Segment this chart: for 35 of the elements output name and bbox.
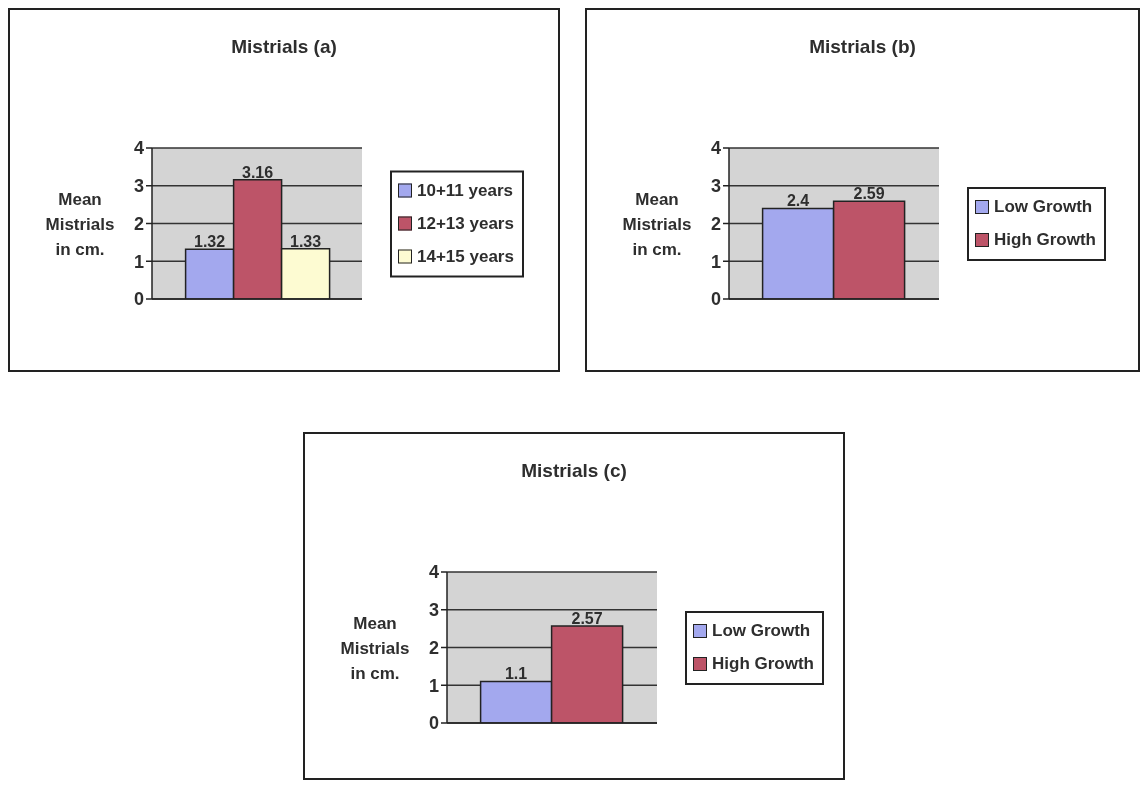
data-label: 2.4 — [786, 192, 810, 210]
data-label: 2.59 — [853, 185, 885, 203]
legend-label: 14+15 years — [417, 246, 514, 267]
y-tick-label: 2 — [133, 213, 144, 234]
y-tick-label: 0 — [428, 713, 439, 734]
chart-title: Mistrials (b) — [808, 36, 917, 58]
y-tick-label: 3 — [428, 600, 439, 621]
y-tick-label: 4 — [428, 562, 439, 583]
legend-label: 10+11 years — [417, 180, 513, 201]
data-label: 3.16 — [242, 163, 274, 181]
data-label: 1.32 — [194, 233, 226, 251]
y-axis-title: Mean Mistrials in cm. — [44, 188, 116, 260]
y-tick-label: 4 — [710, 138, 721, 159]
y-axis-title: Mean Mistrials in cm. — [621, 188, 693, 260]
legend-label: High Growth — [712, 654, 814, 674]
y-tick-label: 1 — [133, 251, 144, 272]
legend-label: Low Growth — [994, 197, 1093, 217]
legend-label: 12+13 years — [417, 213, 514, 234]
legend-label: Low Growth — [712, 621, 811, 641]
y-axis-title: Mean Mistrials in cm. — [339, 612, 411, 684]
chart-title: Mistrials (a) — [230, 36, 338, 58]
data-label: 1.1 — [504, 665, 528, 683]
y-tick-label: 3 — [710, 176, 721, 197]
y-tick-label: 0 — [710, 289, 721, 310]
y-tick-label: 4 — [133, 138, 144, 159]
data-label: 1.33 — [290, 232, 322, 250]
y-tick-label: 1 — [710, 251, 721, 272]
y-tick-label: 2 — [710, 213, 721, 234]
data-label: 2.57 — [571, 609, 603, 627]
y-tick-label: 2 — [428, 637, 439, 658]
y-tick-label: 3 — [133, 176, 144, 197]
legend-label: High Growth — [994, 230, 1096, 250]
chart-title: Mistrials (c) — [520, 460, 628, 482]
y-tick-label: 1 — [428, 675, 439, 696]
y-tick-label: 0 — [133, 289, 144, 310]
